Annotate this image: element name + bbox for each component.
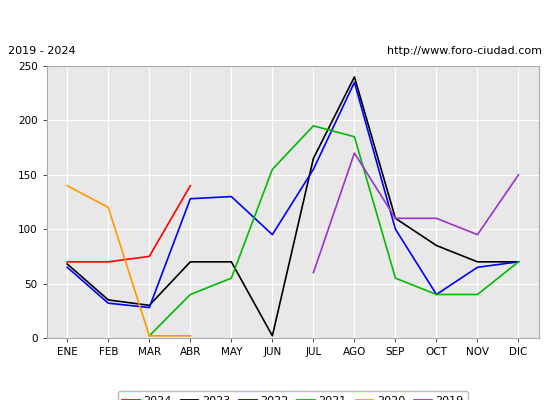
2022 xyxy=(146,305,152,310)
2019 xyxy=(515,172,522,177)
Line: 2023: 2023 xyxy=(67,77,519,336)
Line: 2019: 2019 xyxy=(314,153,519,273)
2023 xyxy=(392,216,399,221)
2022 xyxy=(392,227,399,232)
2019 xyxy=(433,216,440,221)
2022 xyxy=(269,232,276,237)
2022 xyxy=(474,265,481,270)
Text: 2019 - 2024: 2019 - 2024 xyxy=(8,46,76,56)
2022 xyxy=(187,196,194,201)
Text: http://www.foro-ciudad.com: http://www.foro-ciudad.com xyxy=(387,46,542,56)
2021 xyxy=(187,292,194,297)
2024 xyxy=(64,260,70,264)
2019 xyxy=(310,270,317,275)
2022 xyxy=(310,167,317,172)
2021 xyxy=(146,334,152,338)
2022 xyxy=(228,194,235,199)
2022 xyxy=(64,265,70,270)
2023 xyxy=(515,260,522,264)
2021 xyxy=(515,260,522,264)
2023 xyxy=(433,243,440,248)
Line: 2021: 2021 xyxy=(149,126,519,336)
2020 xyxy=(187,334,194,338)
2022 xyxy=(433,292,440,297)
Line: 2020: 2020 xyxy=(67,186,190,336)
Legend: 2024, 2023, 2022, 2021, 2020, 2019: 2024, 2023, 2022, 2021, 2020, 2019 xyxy=(118,391,468,400)
2023 xyxy=(64,262,70,266)
2021 xyxy=(351,134,358,139)
2021 xyxy=(310,124,317,128)
2020 xyxy=(105,205,112,210)
2021 xyxy=(269,167,276,172)
2021 xyxy=(433,292,440,297)
2024 xyxy=(187,183,194,188)
2020 xyxy=(146,334,152,338)
2022 xyxy=(351,80,358,85)
2019 xyxy=(474,232,481,237)
2022 xyxy=(515,260,522,264)
2021 xyxy=(392,276,399,280)
2023 xyxy=(187,260,194,264)
2023 xyxy=(474,260,481,264)
2023 xyxy=(269,334,276,338)
2024 xyxy=(105,260,112,264)
2023 xyxy=(146,303,152,308)
2021 xyxy=(474,292,481,297)
2019 xyxy=(392,216,399,221)
2021 xyxy=(228,276,235,280)
2022 xyxy=(105,301,112,306)
2024 xyxy=(146,254,152,259)
2020 xyxy=(64,183,70,188)
2023 xyxy=(310,156,317,161)
2023 xyxy=(228,260,235,264)
Text: Evolucion Nº Turistas Nacionales en el municipio de Cabañas de Sayago: Evolucion Nº Turistas Nacionales en el m… xyxy=(6,12,544,24)
2019 xyxy=(351,151,358,156)
Line: 2024: 2024 xyxy=(67,186,190,262)
2023 xyxy=(351,74,358,79)
Line: 2022: 2022 xyxy=(67,82,519,308)
2023 xyxy=(105,298,112,302)
